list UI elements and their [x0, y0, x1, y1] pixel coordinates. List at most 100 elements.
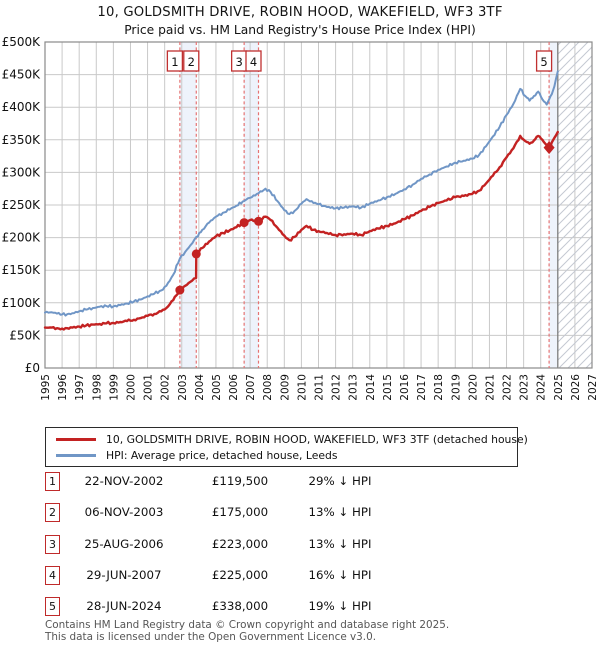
sale-number-badge: 4 — [45, 566, 60, 585]
sale-number-flag-label: 2 — [188, 55, 195, 69]
sale-hpi-delta: 16% ↓ HPI — [308, 568, 372, 582]
sale-date: 29-JUN-2007 — [86, 568, 162, 582]
sale-date: 22-NOV-2002 — [84, 474, 164, 488]
sale-price: £175,000 — [211, 505, 269, 519]
x-axis-tick-label: 2020 — [467, 374, 479, 401]
sale-marker-diamond — [543, 141, 555, 155]
sale-price: £338,000 — [211, 599, 269, 613]
x-axis-tick-label: 2016 — [399, 374, 411, 401]
plot-border — [44, 41, 593, 369]
x-axis-tick-label: 2023 — [519, 374, 531, 401]
x-axis-tick-label: 1996 — [57, 374, 69, 401]
sale-number-badge: 2 — [45, 503, 60, 522]
x-axis-tick-label: 2022 — [502, 374, 514, 401]
sale-row: 5 28-JUN-2024 £338,000 19% ↓ HPI — [0, 597, 600, 617]
hpi-line — [44, 70, 559, 317]
y-axis-tick-label: £400K — [2, 100, 42, 114]
x-axis-tick-label: 1995 — [40, 374, 52, 401]
sale-number-flag-label: 1 — [171, 55, 178, 69]
x-axis-tick-label: 1999 — [108, 374, 120, 401]
y-axis-tick-label: £100K — [2, 296, 42, 310]
x-axis-tick-label: 2012 — [331, 374, 343, 401]
sale-number-badge: 1 — [45, 472, 60, 491]
x-axis-tick-label: 2011 — [314, 374, 326, 401]
sale-number-badge: 5 — [45, 597, 60, 616]
sale-date: 28-JUN-2024 — [86, 599, 162, 613]
y-axis-tick-label: £50K — [9, 328, 41, 342]
y-axis-tick-label: £200K — [2, 231, 42, 245]
future-hatch-region — [557, 42, 592, 368]
x-axis-tick-label: 2027 — [587, 374, 599, 401]
x-axis-tick-label: 2001 — [143, 374, 155, 401]
y-axis-tick-label: £0 — [25, 361, 40, 375]
x-axis-tick-label: 2019 — [450, 374, 462, 401]
legend-row-price-paid: 10, GOLDSMITH DRIVE, ROBIN HOOD, WAKEFIE… — [46, 432, 528, 448]
sale-number-flag — [535, 50, 553, 72]
sale-row: 2 06-NOV-2003 £175,000 13% ↓ HPI — [0, 503, 600, 523]
x-axis-tick-label: 2000 — [125, 374, 137, 401]
sale-row: 3 25-AUG-2006 £223,000 13% ↓ HPI — [0, 535, 600, 555]
sale-marker-dot — [175, 285, 185, 295]
x-axis-tick-label: 2006 — [228, 374, 240, 401]
sale-number-flag — [166, 50, 184, 72]
x-axis-tick-label: 2009 — [279, 374, 291, 401]
y-axis-tick-label: £350K — [2, 133, 42, 147]
x-axis-tick-label: 2013 — [348, 374, 360, 401]
price-history-chart: 1 2 3 4 5 £0 £50K £100K £150K £200K £250K £300K £350… — [2, 35, 599, 401]
sale-number-flag — [183, 50, 200, 72]
y-axis-tick-label: £250K — [2, 198, 42, 212]
sale-price: £225,000 — [211, 568, 269, 582]
x-axis-tick-label: 2007 — [245, 374, 257, 401]
x-axis-tick-label: 1997 — [74, 374, 86, 401]
sale-price: £119,500 — [211, 474, 269, 488]
page-title: 10, GOLDSMITH DRIVE, ROBIN HOOD, WAKEFIE… — [97, 5, 503, 20]
x-axis-tick-label: 2015 — [382, 374, 394, 401]
x-axis-tick-label: 2010 — [296, 374, 308, 401]
legend-label-hpi: HPI: Average price, detached house, Leed… — [106, 449, 338, 462]
attribution-line-1: Contains HM Land Registry data © Crown c… — [45, 619, 450, 631]
sale-hpi-delta: 29% ↓ HPI — [308, 474, 372, 488]
sale-date: 06-NOV-2003 — [84, 505, 164, 519]
x-axis-tick-label: 1998 — [91, 374, 103, 401]
x-axis-tick-label: 2008 — [262, 374, 274, 401]
hpi-line-swatch — [56, 454, 96, 457]
x-axis-tick-label: 2024 — [536, 374, 548, 401]
price-paid-line-swatch — [56, 438, 96, 441]
y-axis-tick-label: £500K — [2, 35, 42, 49]
price-paid-line — [43, 130, 559, 331]
x-axis-tick-label: 2018 — [433, 374, 445, 401]
sale-hpi-delta: 13% ↓ HPI — [308, 505, 372, 519]
legend-label-price-paid: 10, GOLDSMITH DRIVE, ROBIN HOOD, WAKEFIE… — [106, 433, 528, 446]
page-subtitle: Price paid vs. HM Land Registry's House … — [124, 23, 476, 37]
sale-number-flag-label: 4 — [250, 55, 257, 69]
sale-number-flag-label: 5 — [540, 55, 547, 69]
sale-hpi-delta: 19% ↓ HPI — [308, 599, 372, 613]
x-axis-tick-label: 2003 — [177, 374, 189, 401]
sale-price: £223,000 — [211, 537, 269, 551]
legend-row-hpi: HPI: Average price, detached house, Leed… — [46, 448, 517, 464]
x-axis-tick-label: 2017 — [416, 374, 428, 401]
sale-marker-dot — [254, 216, 264, 226]
x-axis-tick-label: 2014 — [365, 374, 377, 401]
chart-legend: 10, GOLDSMITH DRIVE, ROBIN HOOD, WAKEFIE… — [45, 427, 528, 467]
sale-number-flag — [245, 50, 262, 72]
sale-date: 25-AUG-2006 — [84, 537, 164, 551]
y-axis-tick-label: £150K — [2, 263, 42, 277]
y-axis-tick-label: £450K — [2, 68, 42, 82]
sale-hpi-delta: 13% ↓ HPI — [308, 537, 372, 551]
sale-marker-dot — [191, 249, 201, 259]
sale-number-badge: 3 — [45, 535, 60, 554]
x-axis-tick-label: 2025 — [553, 374, 565, 401]
x-axis-tick-label: 2004 — [194, 374, 206, 401]
sale-row: 4 29-JUN-2007 £225,000 16% ↓ HPI — [0, 566, 600, 586]
attribution-line-2: This data is licensed under the Open Gov… — [45, 631, 377, 643]
x-axis-tick-label: 2026 — [570, 374, 582, 401]
sale-marker-dot — [239, 218, 249, 228]
sale-row: 1 22-NOV-2002 £119,500 29% ↓ HPI — [0, 472, 600, 492]
x-axis-tick-label: 2002 — [160, 374, 172, 401]
x-axis-tick-label: 2005 — [211, 374, 223, 401]
sale-number-flag-label: 3 — [235, 55, 242, 69]
y-axis-tick-label: £300K — [2, 165, 42, 179]
x-axis-tick-label: 2021 — [484, 374, 496, 401]
